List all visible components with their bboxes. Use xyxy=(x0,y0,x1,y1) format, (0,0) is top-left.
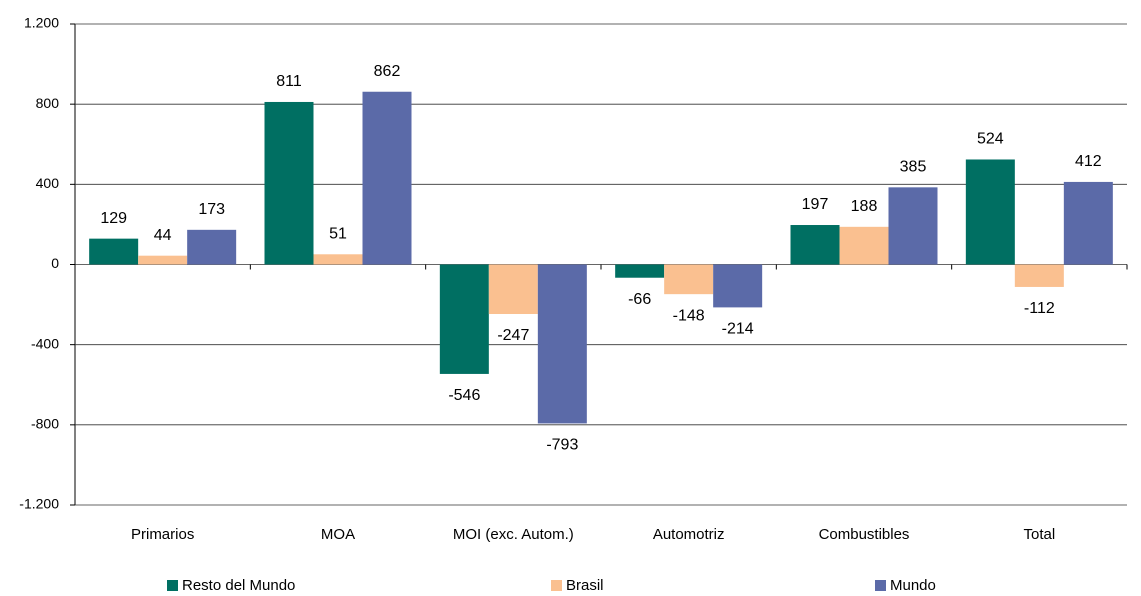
data-label: -214 xyxy=(722,321,754,338)
data-label: -247 xyxy=(497,327,529,344)
bar xyxy=(488,264,538,315)
bar xyxy=(187,229,237,265)
x-tick-label: MOI (exc. Autom.) xyxy=(453,526,574,543)
data-label: 811 xyxy=(276,73,302,90)
bar xyxy=(138,255,188,265)
data-label: 524 xyxy=(977,131,1004,148)
data-label: -66 xyxy=(628,291,651,308)
bar xyxy=(439,264,489,374)
bar xyxy=(888,187,938,265)
x-tick-label: MOA xyxy=(321,526,355,543)
data-label: 188 xyxy=(851,198,878,215)
legend-swatch xyxy=(167,580,178,591)
bar xyxy=(537,264,587,424)
data-label: 197 xyxy=(802,196,829,213)
bar xyxy=(615,264,665,278)
data-label: 385 xyxy=(900,159,927,176)
bar xyxy=(313,254,363,265)
y-tick-label: -800 xyxy=(31,416,59,432)
bar xyxy=(89,238,139,265)
bar xyxy=(713,264,763,308)
y-tick-label: 1.200 xyxy=(24,15,59,31)
y-tick-label: 0 xyxy=(51,255,59,271)
data-label: -148 xyxy=(673,307,705,324)
x-tick-label: Total xyxy=(1023,526,1055,543)
legend-label: Resto del Mundo xyxy=(182,577,295,594)
data-label: -793 xyxy=(546,437,578,454)
bar xyxy=(264,101,314,265)
bar xyxy=(664,264,714,295)
data-label: -112 xyxy=(1024,300,1055,317)
data-label: 129 xyxy=(100,210,127,227)
bar xyxy=(1014,264,1064,287)
legend-swatch xyxy=(875,580,886,591)
data-label: 173 xyxy=(198,201,225,218)
legend-label: Brasil xyxy=(566,577,604,594)
data-label: 44 xyxy=(154,227,172,244)
y-tick-label: 400 xyxy=(36,175,60,191)
bar xyxy=(790,225,840,265)
y-tick-label: -400 xyxy=(31,335,59,351)
bar xyxy=(362,91,412,265)
data-label: -546 xyxy=(448,387,480,404)
data-label: 412 xyxy=(1075,153,1102,170)
legend-label: Mundo xyxy=(890,577,936,594)
legend-swatch xyxy=(551,580,562,591)
x-tick-label: Automotriz xyxy=(653,526,725,543)
bar xyxy=(965,159,1015,265)
bar xyxy=(839,226,889,265)
y-tick-label: -1.200 xyxy=(19,496,59,512)
y-tick-label: 800 xyxy=(36,95,60,111)
x-tick-label: Primarios xyxy=(131,526,194,543)
x-tick-label: Combustibles xyxy=(819,526,910,543)
bar xyxy=(1063,181,1113,265)
data-label: 862 xyxy=(374,63,401,80)
data-label: 51 xyxy=(329,225,347,242)
